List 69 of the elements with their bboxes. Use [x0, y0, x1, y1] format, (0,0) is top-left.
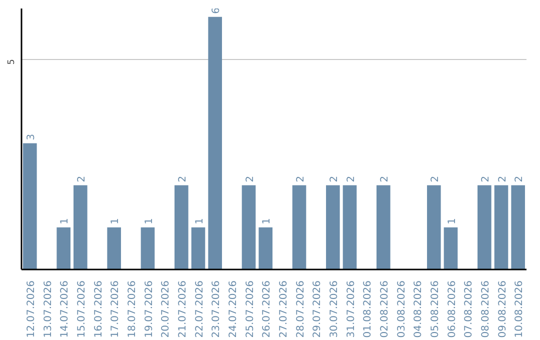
data-label: 1 [110, 218, 122, 224]
x-tick-label: 13.07.2026 [42, 280, 54, 338]
data-label: 2 [346, 176, 357, 182]
x-tick-label: 29.07.2026 [312, 280, 324, 338]
bar [258, 227, 272, 270]
bar [174, 185, 188, 270]
bar [140, 227, 155, 270]
data-label: 2 [430, 176, 441, 182]
bar [444, 227, 458, 270]
x-tick-label: 03.08.2026 [396, 280, 408, 338]
x-tick-label: 07.08.2026 [464, 280, 475, 338]
x-tick-label: 16.07.2026 [93, 280, 104, 338]
data-label: 1 [144, 218, 155, 224]
x-tick-label: 18.07.2026 [126, 280, 138, 338]
x-tick-label: 05.08.2026 [430, 280, 441, 338]
data-label: 2 [76, 176, 88, 182]
x-tick-label: 06.08.2026 [446, 280, 458, 338]
x-tick-label: 27.07.2026 [278, 280, 290, 338]
x-tick-label: 23.07.2026 [211, 280, 222, 338]
bar [376, 185, 390, 270]
x-tick-label: 08.08.2026 [480, 280, 492, 338]
x-tick-label: 14.07.2026 [60, 280, 71, 338]
x-tick-label: 20.07.2026 [160, 280, 172, 338]
data-label: 2 [295, 176, 306, 182]
bar [326, 185, 340, 270]
x-tick-label: 26.07.2026 [262, 280, 273, 338]
y-tick-label: 5 [7, 59, 17, 65]
x-tick-label: 04.08.2026 [413, 280, 424, 338]
x-tick-label: 31.07.2026 [346, 280, 357, 338]
x-tick-label: 02.08.2026 [379, 280, 390, 338]
x-tick-label: 25.07.2026 [244, 280, 256, 338]
bar [427, 185, 441, 270]
bar [478, 185, 492, 270]
data-label: 2 [480, 176, 492, 182]
data-label: 2 [244, 176, 256, 182]
x-tick-label: 12.07.2026 [26, 280, 37, 338]
bar [242, 185, 256, 270]
bar [292, 185, 306, 270]
x-tick-label: 17.07.2026 [110, 280, 122, 338]
x-tick-label: 19.07.2026 [144, 280, 155, 338]
data-label: 1 [194, 218, 206, 224]
x-tick-label: 09.08.2026 [497, 280, 508, 338]
bar [23, 143, 37, 270]
data-label: 1 [262, 218, 273, 224]
bar [191, 227, 206, 270]
data-label: 2 [379, 176, 390, 182]
x-tick-label: 30.07.2026 [328, 280, 340, 338]
x-tick-label: 15.07.2026 [76, 280, 88, 338]
bar [342, 185, 357, 270]
data-label: 3 [26, 134, 37, 140]
data-label: 2 [177, 176, 188, 182]
x-tick-label: 01.08.2026 [362, 280, 374, 338]
bar [511, 185, 525, 270]
x-tick-label: 28.07.2026 [295, 280, 306, 338]
bar [494, 185, 508, 270]
bar [208, 16, 222, 270]
bar [74, 185, 88, 270]
data-label: 1 [446, 218, 458, 224]
data-label: 2 [514, 176, 526, 182]
x-tick-label: 21.07.2026 [177, 280, 188, 338]
x-tick-label: 22.07.2026 [194, 280, 206, 338]
data-label: 6 [211, 8, 222, 14]
bar [56, 227, 70, 270]
data-label: 1 [60, 218, 71, 224]
data-label: 2 [328, 176, 340, 182]
bar [107, 227, 121, 270]
data-label: 2 [497, 176, 508, 182]
x-tick-label: 24.07.2026 [228, 280, 239, 338]
x-tick-label: 10.08.2026 [514, 280, 526, 338]
